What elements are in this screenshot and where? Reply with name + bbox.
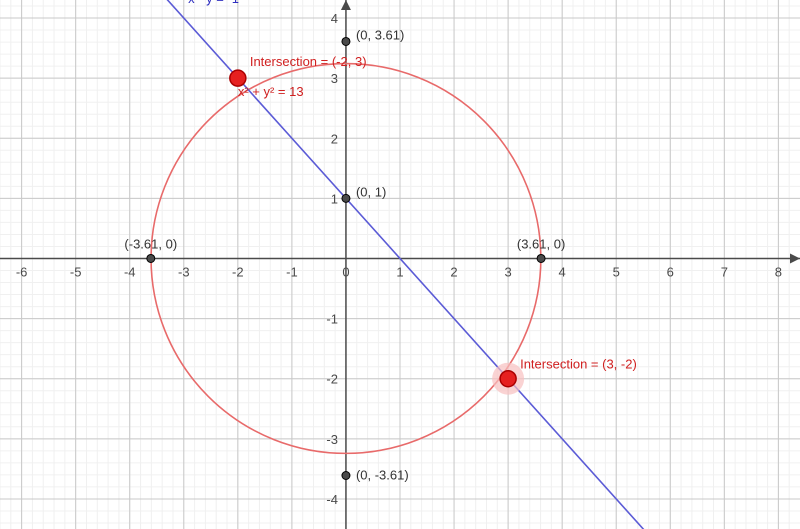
line-equation-label: -x - y = -1 — [184, 0, 239, 6]
svg-text:5: 5 — [613, 264, 620, 279]
point — [342, 471, 350, 479]
point-label: (0, 3.61) — [356, 27, 404, 42]
svg-text:3: 3 — [504, 264, 511, 279]
svg-text:2: 2 — [331, 131, 338, 146]
svg-text:-1: -1 — [286, 264, 298, 279]
svg-text:1: 1 — [396, 264, 403, 279]
svg-text:-2: -2 — [326, 372, 338, 387]
svg-text:8: 8 — [775, 264, 782, 279]
svg-text:4: 4 — [559, 264, 566, 279]
point — [342, 37, 350, 45]
point-label: (0, 1) — [356, 184, 386, 199]
svg-text:-3: -3 — [178, 264, 190, 279]
svg-text:7: 7 — [721, 264, 728, 279]
point — [147, 254, 155, 262]
circle-equation-label: x² + y² = 13 — [238, 84, 304, 99]
svg-text:-4: -4 — [326, 492, 338, 507]
svg-text:-1: -1 — [326, 312, 338, 327]
svg-text:-4: -4 — [124, 264, 136, 279]
svg-text:1: 1 — [331, 191, 338, 206]
intersection-point — [500, 371, 516, 387]
svg-text:6: 6 — [667, 264, 674, 279]
coordinate-plane: -6 -5 -4 -3 -2 -1 0 1 2 3 4 5 6 7 8 -4 -3 -2 -1 1 2 3 4 (0, 3.6… — [0, 0, 800, 529]
svg-text:-6: -6 — [16, 264, 28, 279]
point-label: (0, -3.61) — [356, 467, 409, 482]
intersection-label: Intersection = (-2, 3) — [250, 54, 367, 69]
svg-text:3: 3 — [331, 71, 338, 86]
svg-text:-5: -5 — [70, 264, 82, 279]
point-label: (3.61, 0) — [517, 236, 565, 251]
point — [342, 194, 350, 202]
svg-text:-3: -3 — [326, 432, 338, 447]
svg-text:-2: -2 — [232, 264, 244, 279]
point-label: (-3.61, 0) — [124, 236, 177, 251]
svg-text:4: 4 — [331, 11, 338, 26]
intersection-label: Intersection = (3, -2) — [520, 357, 637, 372]
svg-text:2: 2 — [450, 264, 457, 279]
point — [537, 254, 545, 262]
svg-text:0: 0 — [342, 264, 349, 279]
